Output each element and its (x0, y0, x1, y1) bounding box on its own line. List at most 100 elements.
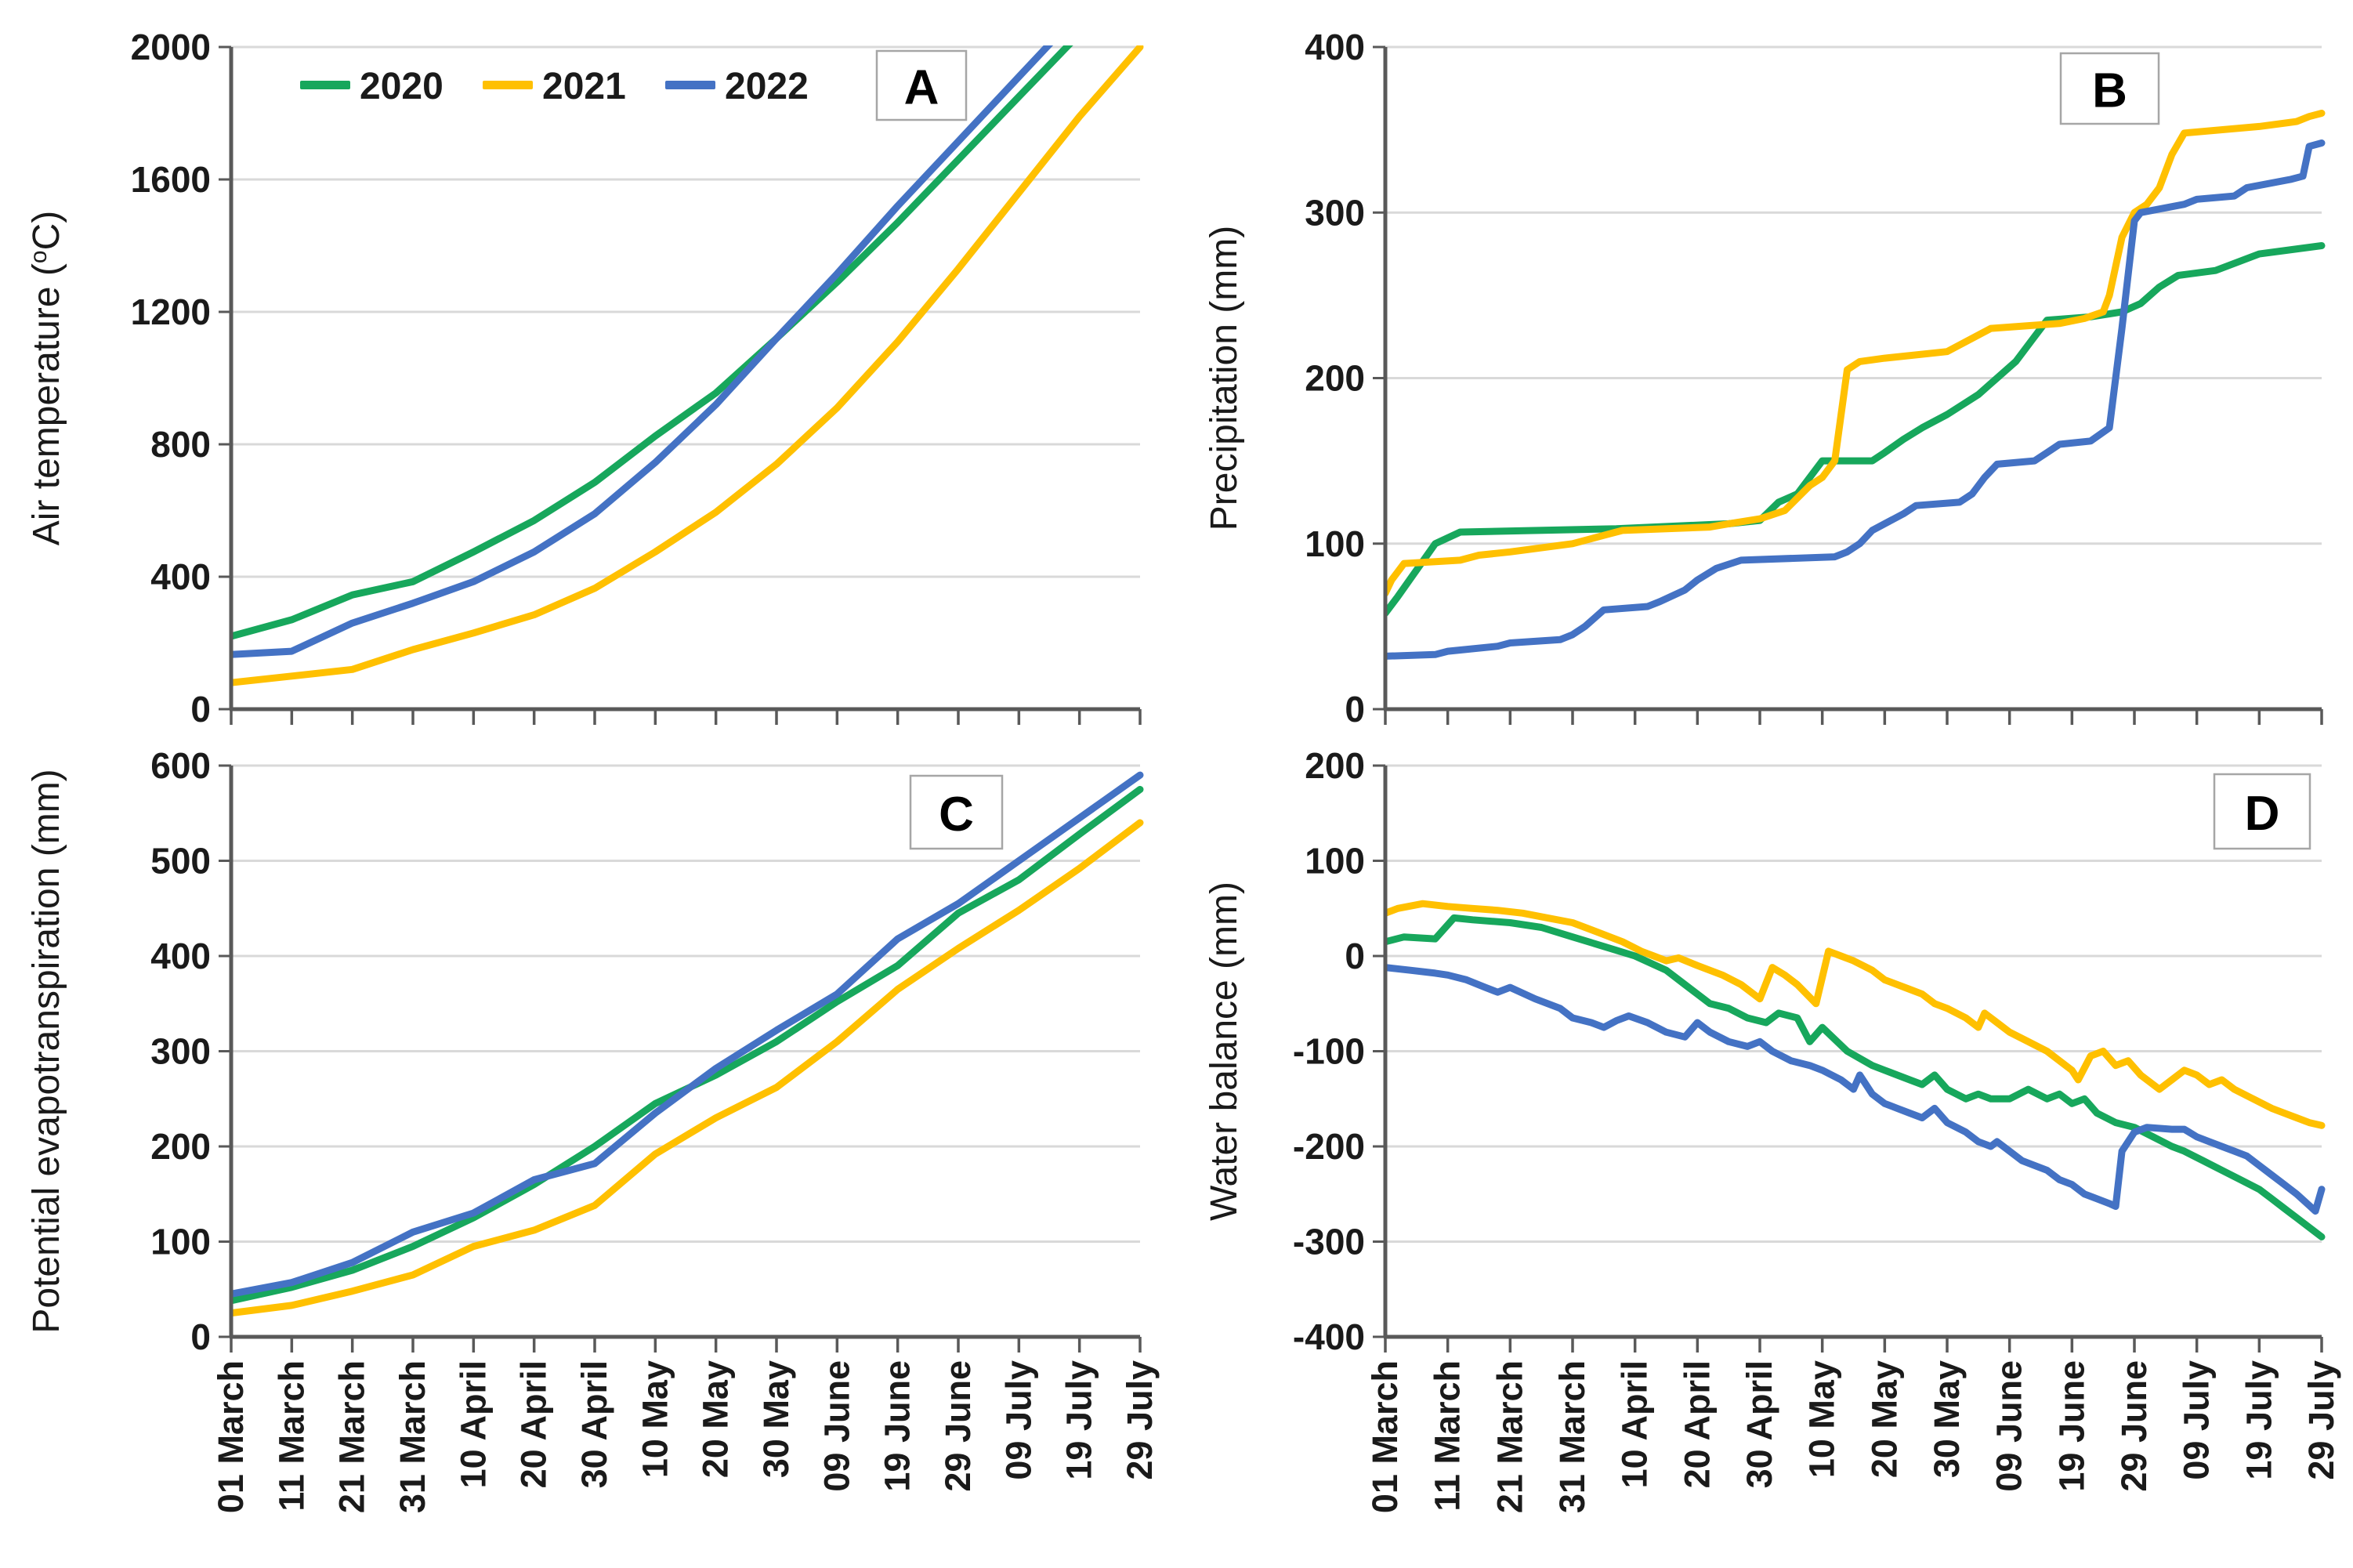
x-tick-label: 30 May (1927, 1360, 1967, 1478)
series-group (1384, 900, 2326, 1240)
y-tick-label: 0 (1345, 689, 1365, 730)
y-tick-label: 0 (190, 1316, 211, 1357)
x-tick-label: 21 March (1490, 1360, 1529, 1513)
legend-swatch-2021 (483, 81, 533, 89)
legend-swatch-2020 (300, 81, 350, 89)
y-tick-label: 2000 (131, 27, 211, 67)
x-tick-label: 29 June (938, 1360, 978, 1492)
x-tick-label: 20 April (514, 1360, 554, 1488)
y-tick-label: 300 (150, 1031, 211, 1072)
x-tick-label: 10 May (635, 1360, 675, 1478)
series-2021-line (1384, 110, 2326, 597)
panel-letter: A (904, 61, 939, 115)
x-tick-label: 29 June (2114, 1360, 2154, 1492)
series-2022-line (1384, 964, 2326, 1215)
legend-label: 2020 (360, 66, 443, 107)
y-tick-label: -200 (1293, 1126, 1365, 1167)
y-tick-label: 300 (1305, 192, 1365, 233)
x-tick-label: 11 March (1428, 1360, 1468, 1512)
y-tick-label: -100 (1293, 1031, 1365, 1072)
x-tick-label: 20 May (1864, 1360, 1904, 1478)
x-tick-label: 01 March (211, 1360, 251, 1513)
x-tick-label: 10 April (453, 1360, 493, 1488)
x-tick-label: 09 June (816, 1360, 856, 1492)
y-tick-label: 400 (1305, 27, 1365, 67)
series-2021-line (230, 45, 1144, 686)
series-group (230, 45, 1144, 686)
y-axis-title: Precipitation (mm) (1204, 226, 1245, 531)
panel-letter-box (2059, 52, 2160, 125)
x-tick-label: 09 June (1989, 1360, 2029, 1492)
x-tick-label: 19 June (2051, 1360, 2091, 1492)
y-tick-label: 200 (1305, 745, 1365, 786)
y-axis-title: Air temperature (oC) (26, 211, 67, 545)
y-tick-label: 100 (1305, 523, 1365, 564)
x-tick-label: 31 March (1552, 1360, 1592, 1513)
y-tick-label: 100 (150, 1222, 211, 1262)
legend: 2020 2021 2022 (300, 66, 809, 107)
series-2020-line (1384, 914, 2326, 1240)
y-tick-label: -400 (1293, 1316, 1365, 1357)
x-tick-label: 29 July (1120, 1360, 1160, 1480)
x-tick-label: 10 May (1802, 1360, 1842, 1478)
x-tick-label: 29 July (2301, 1360, 2341, 1480)
x-tick-label: 31 March (393, 1360, 433, 1513)
y-tick-label: 400 (150, 556, 211, 597)
x-tick-label: 01 March (1365, 1360, 1405, 1513)
legend-item-2020: 2020 (300, 66, 443, 107)
panel-c: 0 100 200 300 400 500 600 01 March 11 March 21 Ma… (26, 745, 1160, 1513)
series-2022-line (1384, 139, 2326, 660)
y-axis-title: Potential evapotranspiration (mm) (26, 769, 67, 1333)
x-tick-label: 30 May (756, 1360, 796, 1478)
y-tick-label: 200 (1305, 358, 1365, 399)
series-2020-line (230, 785, 1144, 1305)
legend-label: 2022 (725, 66, 809, 107)
y-tick-label: 100 (1305, 841, 1365, 882)
panel-d: -400 -300 -200 -100 0 100 200 01 March 11 March 2… (1204, 745, 2341, 1513)
x-tick-label: 19 July (2239, 1360, 2279, 1480)
y-tick-label: 600 (150, 745, 211, 786)
series-group (230, 771, 1144, 1317)
y-tick-label: 500 (150, 841, 211, 882)
y-tick-label: 800 (150, 424, 211, 465)
y-axis-title: Water balance (mm) (1204, 882, 1245, 1221)
series-2021-line (230, 819, 1144, 1317)
y-tick-label: 1600 (131, 159, 211, 200)
series-2020-line (1384, 242, 2326, 617)
x-tick-label: 09 July (2177, 1360, 2217, 1480)
x-tick-label: 09 July (998, 1360, 1038, 1480)
y-tick-label: 0 (1345, 936, 1365, 976)
x-tick-label: 21 March (332, 1360, 372, 1513)
y-tick-label: 200 (150, 1126, 211, 1167)
panel-letter: C (939, 788, 974, 842)
panel-a: 0 400 800 1200 1600 2000 Air temperature (oC) 2… (26, 27, 1144, 730)
panel-letter: D (2245, 787, 2280, 841)
x-tick-label: 30 April (1739, 1360, 1779, 1488)
x-tick-label: 20 May (696, 1360, 736, 1478)
series-2022-line (230, 45, 1054, 658)
panel-b: 0 100 200 300 400 Precipitation (mm) B (1204, 27, 2326, 730)
series-2020-line (230, 45, 1073, 640)
legend-item-2022: 2022 (665, 66, 809, 107)
x-tick-label: 20 April (1677, 1360, 1717, 1488)
y-tick-label: 1200 (131, 292, 211, 332)
series-2022-line (230, 771, 1144, 1298)
y-tick-label: -300 (1293, 1222, 1365, 1262)
x-tick-label: 19 July (1059, 1360, 1099, 1480)
y-tick-label: 0 (190, 689, 211, 730)
legend-label: 2021 (542, 66, 626, 107)
legend-item-2021: 2021 (483, 66, 626, 107)
y-tick-label: 400 (150, 936, 211, 976)
x-tick-label: 10 April (1615, 1360, 1655, 1488)
panel-letter-box (909, 774, 1004, 850)
x-tick-label: 30 April (574, 1360, 614, 1488)
panel-letter-box (875, 49, 968, 121)
series-2021-line (1384, 900, 2326, 1129)
x-tick-label: 11 March (271, 1360, 311, 1512)
panel-letter-box (2213, 773, 2311, 850)
panel-letter: B (2092, 64, 2127, 118)
x-tick-label: 19 June (878, 1360, 918, 1492)
legend-swatch-2022 (665, 81, 715, 89)
